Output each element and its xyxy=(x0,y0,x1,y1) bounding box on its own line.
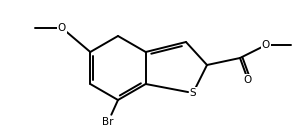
Text: S: S xyxy=(190,88,196,98)
Text: O: O xyxy=(58,23,66,33)
Text: O: O xyxy=(262,40,270,50)
Text: O: O xyxy=(244,75,252,85)
Text: Br: Br xyxy=(102,117,114,127)
